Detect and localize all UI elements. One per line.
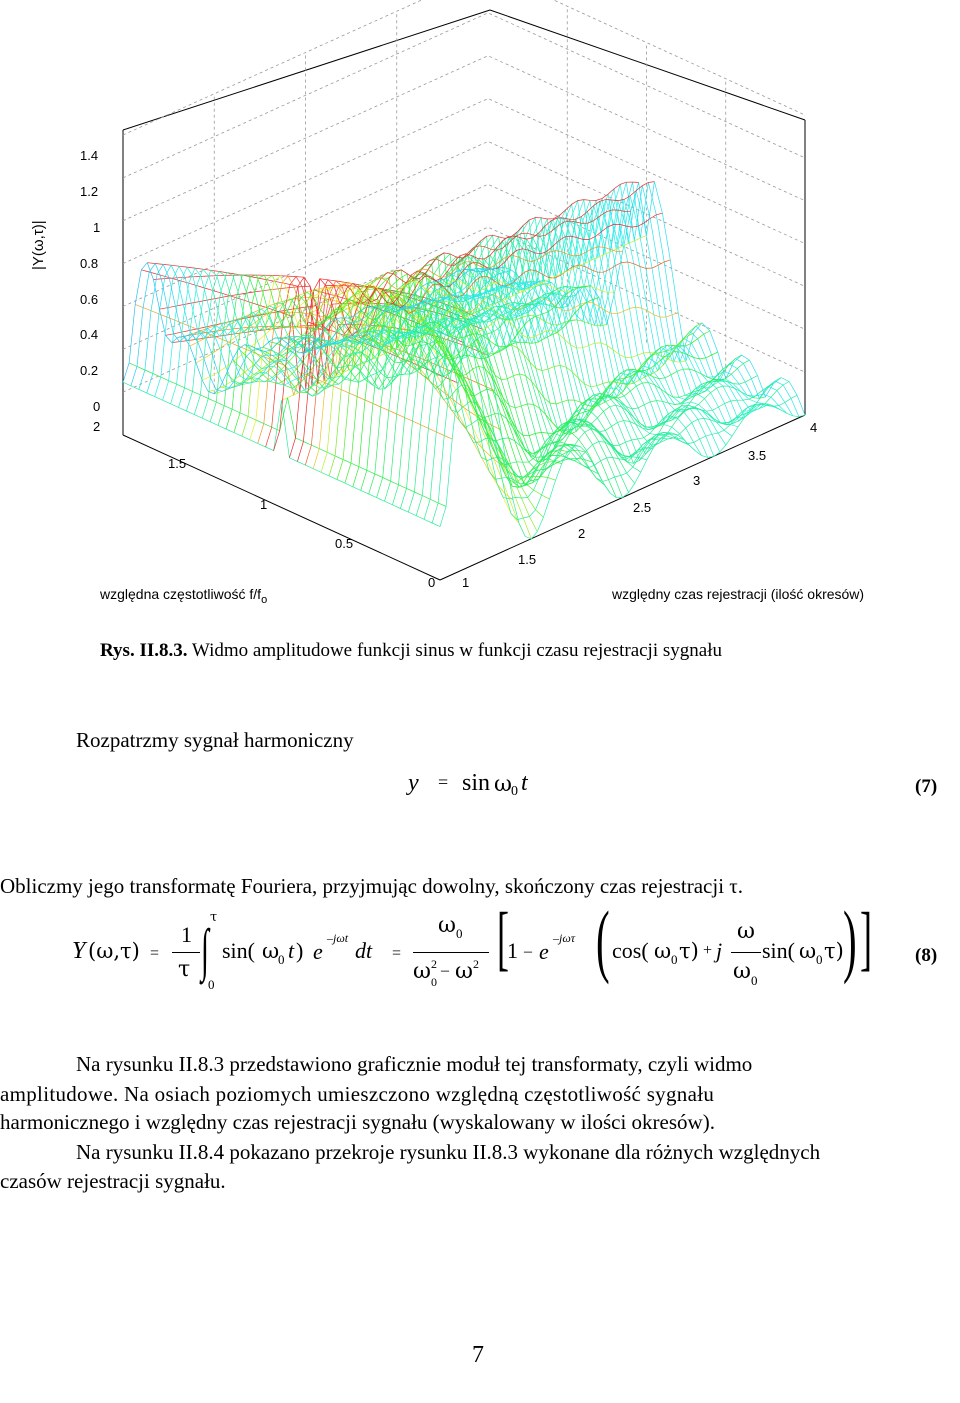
caption-text: Widmo amplitudowe funkcji sinus w funkcj… <box>191 640 722 661</box>
mesh-line <box>372 224 690 446</box>
time-tick: 1 <box>462 575 470 590</box>
equation-8: Y (ω,τ) = 1 τ τ ∫ 0 sin( ω 0 t ) e –jωt … <box>72 894 938 992</box>
equation-7: y = sin ω 0 t (7) <box>408 770 938 799</box>
freq-tick: 0 <box>428 575 436 590</box>
paragraph-2: Obliczmy jego transformatę Fouriera, prz… <box>0 874 743 898</box>
mesh-line <box>297 212 663 462</box>
surface-plot <box>122 0 806 581</box>
mesh-line <box>201 272 568 419</box>
paragraph-4-line-1: Na rysunku II.8.4 pokazano przekroje rys… <box>76 1140 821 1164</box>
grid-line <box>122 98 806 264</box>
mesh-line <box>366 231 684 446</box>
mesh-line <box>226 298 544 518</box>
mesh-line <box>392 298 758 505</box>
figure-caption: Rys. II.8.3. Widmo amplitudowe funkcji s… <box>100 640 722 662</box>
mesh-line <box>208 286 526 537</box>
page-number: 7 <box>472 1342 484 1368</box>
grid-line <box>122 140 806 307</box>
z-tick: 0.6 <box>80 292 99 307</box>
freq-axis-label: względna częstotliwość f/fo <box>100 586 267 606</box>
mesh-line <box>328 284 695 477</box>
paragraph-3-line-2: amplitudowe. Na osiach poziomych umieszc… <box>0 1082 715 1106</box>
mesh-line <box>138 263 504 390</box>
grid-line <box>122 183 806 350</box>
time-tick: 3.5 <box>748 448 767 463</box>
mesh-line <box>376 294 742 498</box>
freq-tick: 1 <box>260 497 268 512</box>
mesh-line <box>178 268 544 408</box>
time-tick: 4 <box>810 420 818 435</box>
grid-line <box>122 12 806 179</box>
mesh-line <box>320 282 687 473</box>
mesh-line <box>162 266 528 401</box>
mesh-line <box>415 306 782 516</box>
z-tick: 0.8 <box>80 256 99 271</box>
z-tick: 0.2 <box>80 363 99 378</box>
mesh-line <box>130 262 496 392</box>
mesh-line <box>170 267 536 404</box>
paragraph-3-line-1: Na rysunku II.8.3 przedstawiono graficzn… <box>76 1052 753 1076</box>
mesh-line <box>186 269 552 412</box>
freq-tick: 0.5 <box>335 536 354 551</box>
surface-mesh <box>122 181 806 540</box>
plot-box <box>122 9 806 581</box>
mesh-line <box>154 265 520 397</box>
mesh-line <box>304 259 671 466</box>
mesh-line <box>225 274 592 430</box>
mesh-line <box>146 264 512 394</box>
z-tick: 1.2 <box>80 184 99 199</box>
mesh-line <box>122 262 489 395</box>
z-tick: 0.4 <box>80 327 99 342</box>
mesh-line <box>265 209 631 448</box>
freq-axis-label-text: względna częstotliwość f/f <box>100 586 262 602</box>
time-tick: 1.5 <box>518 552 537 567</box>
mesh-line <box>289 181 655 458</box>
mesh-line <box>257 246 623 444</box>
freq-tick: 2 <box>93 419 101 434</box>
mesh-line <box>368 292 734 495</box>
mesh-line <box>360 291 726 491</box>
freq-tick: 1.5 <box>168 456 187 471</box>
caption-label: Rys. II.8.3. <box>100 640 188 661</box>
grid-line <box>122 55 806 222</box>
mesh-line <box>469 184 788 414</box>
mesh-line <box>384 296 750 502</box>
z-tick: 1 <box>93 220 101 235</box>
mesh-line <box>241 274 607 437</box>
surface-plot-figure: |Y(ω,τ)| 1.4 1.2 1 0.8 0.6 0.4 0.2 0 2 1… <box>0 0 960 620</box>
paragraph-4-line-2: czasów rejestracji sygnału. <box>0 1169 226 1193</box>
freq-axis-label-sub: o <box>261 593 268 606</box>
z-tick: 0 <box>93 399 101 414</box>
z-axis-label: |Y(ω,τ)| <box>30 220 47 270</box>
time-tick: 3 <box>693 473 701 488</box>
time-axis-label: względny czas rejestracji (ilość okresów… <box>612 586 865 602</box>
mesh-line <box>217 274 584 426</box>
mesh-line <box>273 181 639 451</box>
mesh-line <box>439 316 806 540</box>
grid-line <box>122 0 806 136</box>
mesh-line <box>249 275 615 440</box>
equation-7-number: (7) <box>915 776 938 797</box>
time-tick: 2 <box>578 526 586 541</box>
mesh-line <box>209 273 576 422</box>
z-tick: 1.4 <box>80 148 99 163</box>
time-tick: 2.5 <box>633 500 652 515</box>
paragraph-3-line-3: harmonicznego i względny czas rejestracj… <box>0 1110 715 1134</box>
paragraph-1: Rozpatrzmy sygnał harmoniczny <box>76 728 354 752</box>
mesh-line <box>122 381 441 527</box>
equation-8-number: (8) <box>915 945 938 966</box>
mesh-line <box>344 287 711 484</box>
grid-line <box>122 226 806 393</box>
mesh-line <box>407 303 774 513</box>
mesh-line <box>352 289 718 487</box>
mesh-line <box>336 286 703 480</box>
